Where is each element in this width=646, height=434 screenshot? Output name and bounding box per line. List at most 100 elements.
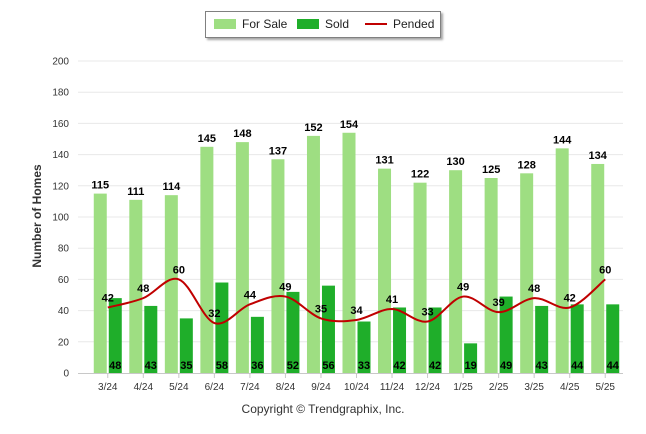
- bar-sold: [179, 318, 193, 373]
- label-sold: 43: [536, 360, 548, 372]
- label-sold: 42: [429, 360, 441, 372]
- bar-for-sale: [129, 199, 143, 373]
- label-pended: 41: [386, 294, 398, 306]
- label-for-sale: 128: [517, 159, 535, 171]
- legend-swatch-for-sale: [214, 19, 236, 29]
- bar-for-sale: [378, 168, 392, 373]
- label-sold: 42: [393, 360, 405, 372]
- x-tick-label: 4/25: [560, 382, 580, 393]
- label-for-sale: 125: [482, 164, 500, 176]
- bars: [93, 132, 620, 373]
- label-for-sale: 111: [127, 186, 144, 198]
- axes: 0 20 40 60 80 100 120 140 160 180 200 3/24 4/24 5/24 6…: [52, 57, 623, 393]
- bar-for-sale: [306, 135, 320, 373]
- label-sold: 44: [571, 360, 584, 372]
- bar-sold: [321, 285, 335, 373]
- y-axis-title: Number of Homes: [30, 164, 44, 268]
- bar-for-sale: [93, 193, 107, 373]
- legend-label-for-sale: For Sale: [242, 17, 288, 31]
- y-tick-label: 40: [58, 306, 70, 317]
- y-tick-label: 180: [52, 88, 69, 99]
- label-for-sale: 137: [269, 145, 287, 157]
- bar-sold: [428, 307, 442, 373]
- label-sold: 33: [358, 360, 370, 372]
- x-tick-label: 5/24: [169, 382, 189, 393]
- label-pended: 48: [137, 283, 149, 295]
- bar-sold: [570, 304, 584, 373]
- bar-sold: [606, 304, 620, 373]
- label-pended: 33: [421, 307, 433, 319]
- y-tick-label: 80: [58, 244, 70, 255]
- bar-sold: [357, 321, 371, 373]
- y-tick-label: 120: [52, 181, 69, 192]
- label-sold: 49: [500, 360, 512, 372]
- label-for-sale: 134: [589, 150, 608, 162]
- x-tick-label: 3/24: [98, 382, 118, 393]
- bar-for-sale: [591, 163, 605, 373]
- label-pended: 42: [102, 292, 114, 304]
- x-tick-label: 3/25: [524, 382, 544, 393]
- x-tick-label: 1/25: [453, 382, 473, 393]
- label-pended: 44: [244, 289, 257, 301]
- x-tick-label: 11/24: [380, 382, 405, 393]
- x-tick-label: 7/24: [240, 382, 260, 393]
- bar-for-sale: [164, 195, 178, 373]
- y-tick-label: 200: [52, 57, 69, 68]
- bar-sold: [499, 296, 513, 373]
- x-tick-label: 10/24: [344, 382, 369, 393]
- bar-sold: [144, 305, 158, 373]
- x-tick-label: 12/24: [415, 382, 440, 393]
- label-pended: 34: [350, 305, 363, 317]
- label-pended: 35: [315, 303, 327, 315]
- bar-for-sale: [200, 146, 214, 373]
- label-for-sale: 148: [233, 128, 251, 140]
- label-for-sale: 115: [91, 180, 109, 192]
- x-tick-label: 9/24: [311, 382, 331, 393]
- bar-for-sale: [342, 132, 356, 373]
- bar-for-sale: [484, 178, 498, 373]
- label-for-sale: 122: [411, 169, 429, 181]
- label-for-sale: 130: [446, 156, 464, 168]
- x-tick-label: 5/25: [595, 382, 615, 393]
- bar-sold: [108, 298, 122, 373]
- x-tick-label: 6/24: [205, 382, 225, 393]
- bar-for-sale: [449, 170, 463, 373]
- bar-sold: [393, 307, 407, 373]
- bar-for-sale: [413, 182, 427, 373]
- label-pended: 60: [599, 264, 611, 276]
- label-for-sale: 145: [198, 133, 216, 145]
- bar-sold: [215, 282, 229, 373]
- y-tick-label: 60: [58, 275, 70, 286]
- y-tick-label: 140: [52, 150, 69, 161]
- bar-sold: [535, 305, 549, 373]
- x-tick-label: 8/24: [276, 382, 296, 393]
- y-tick-label: 0: [63, 369, 69, 380]
- y-tick-label: 20: [58, 337, 70, 348]
- legend: For Sale Sold Pended: [205, 11, 441, 38]
- legend-label-pended: Pended: [393, 17, 435, 31]
- bar-for-sale: [271, 159, 285, 373]
- y-tick-label: 100: [52, 213, 69, 224]
- legend-swatch-pended: [365, 23, 387, 25]
- label-pended: 42: [564, 292, 576, 304]
- label-sold: 58: [216, 360, 228, 372]
- bar-sold: [464, 343, 478, 373]
- label-for-sale: 131: [375, 155, 393, 167]
- pended-line: [107, 277, 606, 325]
- label-pended: 60: [173, 264, 185, 276]
- label-sold: 56: [322, 360, 334, 372]
- label-for-sale: 114: [162, 181, 181, 193]
- label-for-sale: 154: [340, 119, 359, 131]
- y-tick-label: 160: [52, 119, 69, 130]
- pended-line-group: [107, 277, 606, 325]
- legend-swatch-sold: [297, 19, 319, 29]
- label-sold: 19: [464, 360, 476, 372]
- bar-for-sale: [520, 173, 534, 373]
- label-pended: 48: [528, 283, 540, 295]
- bar-for-sale: [555, 148, 569, 373]
- bar-for-sale: [235, 142, 249, 373]
- label-for-sale: 152: [304, 122, 322, 134]
- label-sold: 52: [287, 360, 299, 372]
- bar-sold: [286, 291, 300, 373]
